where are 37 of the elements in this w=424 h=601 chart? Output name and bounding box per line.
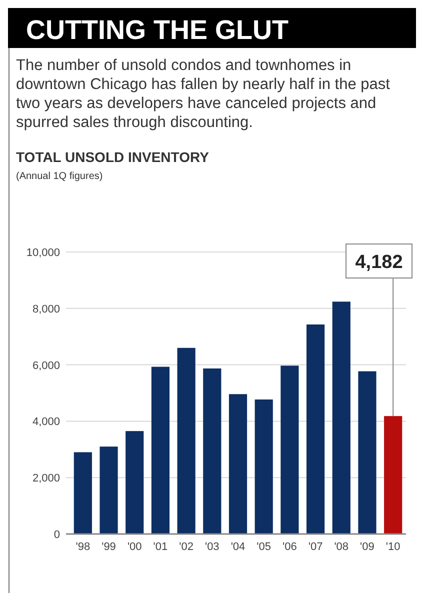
x-tick-label: '10 <box>386 541 400 553</box>
x-tick-label: '05 <box>256 541 272 553</box>
x-tick-label: '98 <box>76 541 90 553</box>
y-tick-label: 4,000 <box>32 416 60 428</box>
text: (Annual 1Q figures) <box>16 171 103 182</box>
bar <box>254 399 273 534</box>
data-label: 4,182 <box>355 252 403 273</box>
y-tick-label: 0 <box>54 529 60 541</box>
bar <box>177 348 196 534</box>
text: TOTAL UNSOLD INVENTORY <box>16 149 210 165</box>
x-tick-label: '06 <box>282 541 297 553</box>
bar <box>203 368 222 534</box>
bar <box>306 324 325 534</box>
x-tick-label: '08 <box>334 541 349 553</box>
bar <box>151 366 170 534</box>
x-tick-label: '00 <box>127 541 142 553</box>
bar <box>100 446 118 534</box>
x-tick-label: '02 <box>179 541 194 553</box>
bar <box>384 416 402 534</box>
chart-subtitle: The number of unsold condos and townhomes in downtown Chicago has fallen by nearly half in the past two years as developers have canceled projects and spurred sales through discounting. <box>16 57 391 131</box>
y-tick-label: 10,000 <box>26 247 60 259</box>
x-tick-label: '01 <box>153 541 168 553</box>
x-tick-label: '04 <box>230 541 246 553</box>
x-tick-label: '07 <box>308 541 323 553</box>
x-tick-label: '09 <box>360 541 374 553</box>
bar <box>126 431 144 534</box>
bar <box>228 394 248 534</box>
chart-title: CUTTING THE GLUT <box>26 15 289 45</box>
bar <box>358 371 376 534</box>
x-tick-label: '99 <box>102 541 116 553</box>
bar <box>280 366 299 534</box>
y-tick-label: 2,000 <box>32 472 60 485</box>
y-tick-label: 6,000 <box>32 360 60 372</box>
y-tick-label: 8,000 <box>32 303 60 316</box>
bar <box>332 302 350 534</box>
x-tick-label: '03 <box>204 541 220 553</box>
bar <box>74 452 92 534</box>
